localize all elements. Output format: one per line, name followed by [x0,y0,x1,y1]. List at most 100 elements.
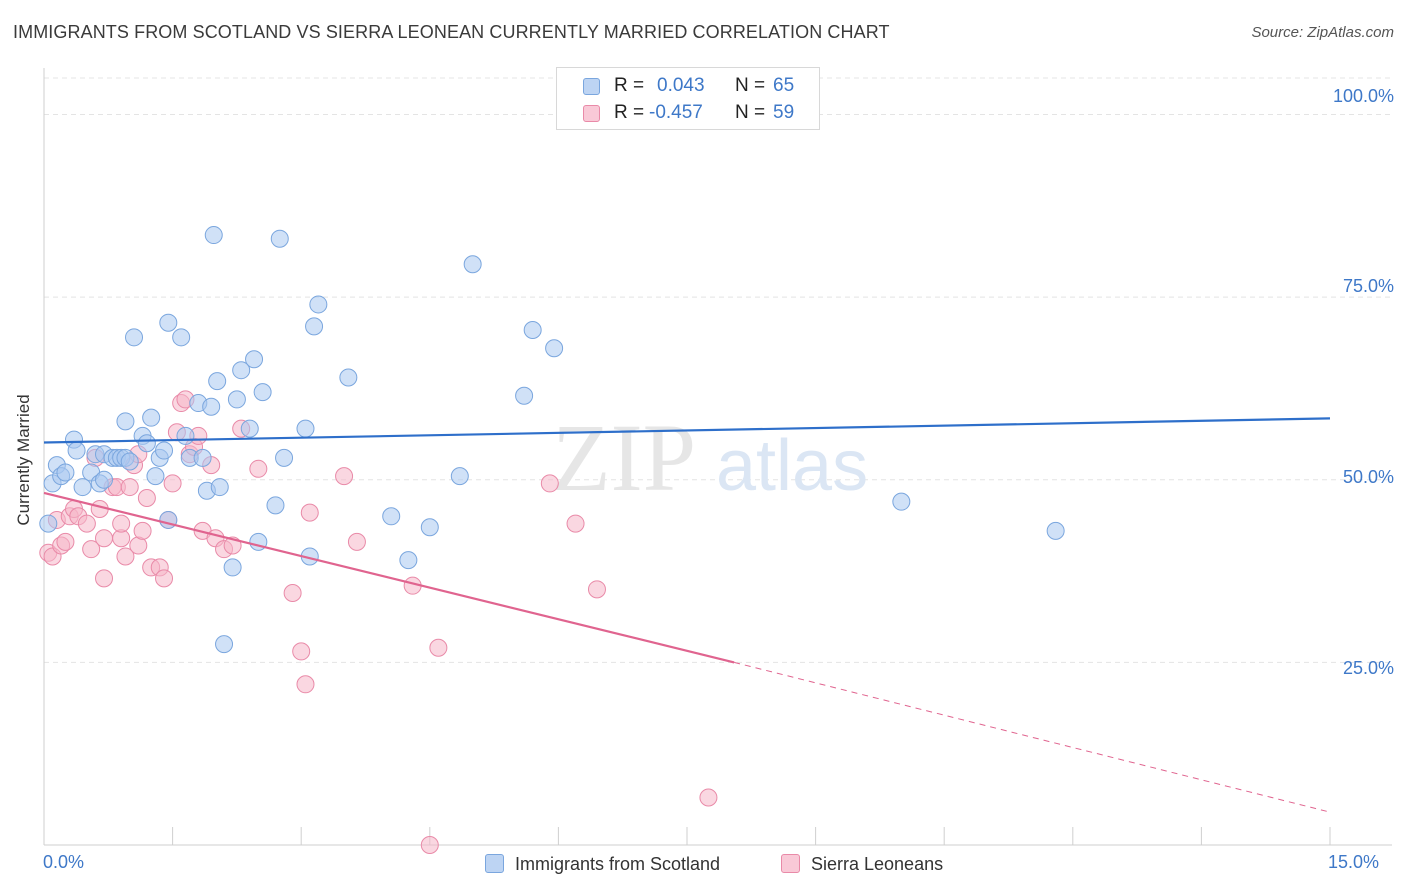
y-axis-label-wrap: Currently Married [4,380,44,540]
data-point [116,412,135,431]
data-point [227,390,246,409]
data-point [210,478,229,497]
data-point [172,328,191,347]
data-point [566,514,585,533]
series-legend-label: Immigrants from Scotland [515,854,721,874]
legend-n-label: N = [735,75,766,96]
data-point [382,507,401,526]
data-point [95,569,114,588]
data-point [420,836,439,854]
data-point [420,518,439,537]
trend-lines [43,417,1331,813]
data-point [300,503,319,522]
data-point [82,540,101,559]
data-point [305,317,324,336]
stats-legend: R = 0.043 N = 65 R = -0.457 N = 59 [556,67,820,130]
data-point [193,448,212,467]
watermark-atlas: atlas [716,426,868,506]
data-point [309,295,328,314]
data-point [523,321,542,340]
data-point [270,229,289,248]
data-point [339,368,358,387]
data-point [146,467,165,486]
data-point [95,529,114,548]
data-point [283,583,302,602]
data-point [296,675,315,694]
data-point [587,580,606,599]
legend-r-label: R = [614,102,645,123]
data-point [208,372,227,391]
data-point [292,642,311,661]
legend-swatch-pink [583,105,600,122]
data-point [223,558,242,577]
data-point [463,255,482,274]
series-legend: Immigrants from Scotland Sierra Leoneans [0,852,1406,878]
data-point [399,551,418,570]
data-point [56,532,75,551]
x-tick-label-max: 15.0% [1328,852,1380,872]
data-point [67,441,86,460]
axes [43,68,1392,846]
series-legend-label: Sierra Leoneans [811,854,944,874]
trend-line-sierra [43,491,735,664]
data-point [125,328,144,347]
source-label: Source: ZipAtlas.com [1251,24,1394,41]
data-point [155,441,174,460]
data-point [240,419,259,438]
data-point [245,350,264,369]
data-point [1046,521,1065,540]
data-point [545,339,564,358]
data-point [77,514,96,533]
data-point [202,397,221,416]
legend-r-label: R = [614,75,645,96]
data-point [215,635,234,654]
data-point [266,496,285,515]
data-point [120,452,139,471]
stats-legend-row-scotland: R = 0.043 N = 65 [557,73,819,99]
data-point [163,474,182,493]
y-tick-label-50: 50.0% [1342,467,1394,487]
legend-n-value: 59 [773,102,795,123]
data-point [249,459,268,478]
legend-swatch-blue [583,78,600,95]
y-axis-label: Currently Married [14,394,33,526]
data-point [116,547,135,566]
legend-swatch-pink [781,854,800,873]
chart-title: IMMIGRANTS FROM SCOTLAND VS SIERRA LEONE… [13,22,890,42]
trend-line-scotland [43,417,1331,444]
stats-legend-row-sierra: R = -0.457 N = 59 [557,100,819,126]
data-point [137,489,156,508]
data-point [204,226,223,245]
data-point [335,467,354,486]
legend-n-value: 65 [773,75,795,96]
data-point [137,434,156,453]
data-point [73,478,92,497]
y-tick-label-100: 100.0% [1332,86,1394,106]
data-point [133,521,152,540]
data-point [95,470,114,489]
data-point [699,788,718,807]
data-point [347,532,366,551]
data-point [176,426,195,445]
data-point [159,313,178,332]
data-point [253,383,272,402]
data-point [450,467,469,486]
data-point [39,514,58,533]
watermark: ZIP atlas [552,404,868,511]
data-point [540,474,559,493]
data-point [232,361,251,380]
watermark-zip: ZIP [552,404,696,511]
data-point [515,386,534,405]
data-point [120,478,139,497]
data-point [296,419,315,438]
data-point [56,463,75,482]
data-point [892,492,911,511]
data-point [112,514,131,533]
trend-line-sierra-extension [734,661,1331,813]
data-point [429,638,448,657]
x-tick-label-min: 0.0% [43,852,85,872]
legend-r-value: 0.043 [657,75,705,96]
legend-swatch-blue [485,854,504,873]
legend-n-label: N = [735,102,766,123]
